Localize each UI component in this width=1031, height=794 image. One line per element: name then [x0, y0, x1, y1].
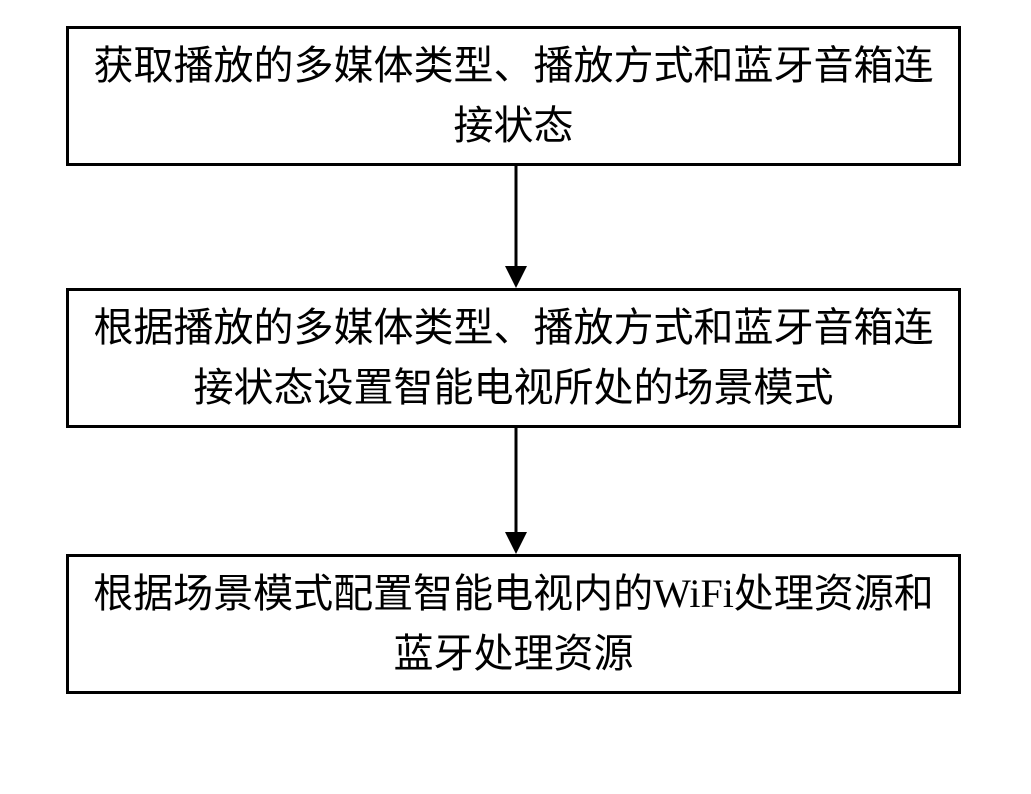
flowchart-node: 根据播放的多媒体类型、播放方式和蓝牙音箱连接状态设置智能电视所处的场景模式 — [66, 288, 961, 428]
arrow-line — [514, 166, 517, 266]
arrow-head-icon — [505, 532, 527, 554]
arrow-line — [514, 428, 517, 532]
arrow-head-icon — [505, 266, 527, 288]
node-text: 根据播放的多媒体类型、播放方式和蓝牙音箱连接状态设置智能电视所处的场景模式 — [89, 298, 938, 418]
node-text: 获取播放的多媒体类型、播放方式和蓝牙音箱连接状态 — [89, 36, 938, 156]
flowchart-node: 根据场景模式配置智能电视内的WiFi处理资源和蓝牙处理资源 — [66, 554, 961, 694]
node-text: 根据场景模式配置智能电视内的WiFi处理资源和蓝牙处理资源 — [89, 564, 938, 684]
flowchart-node: 获取播放的多媒体类型、播放方式和蓝牙音箱连接状态 — [66, 26, 961, 166]
flowchart-canvas: 获取播放的多媒体类型、播放方式和蓝牙音箱连接状态 根据播放的多媒体类型、播放方式… — [0, 0, 1031, 794]
